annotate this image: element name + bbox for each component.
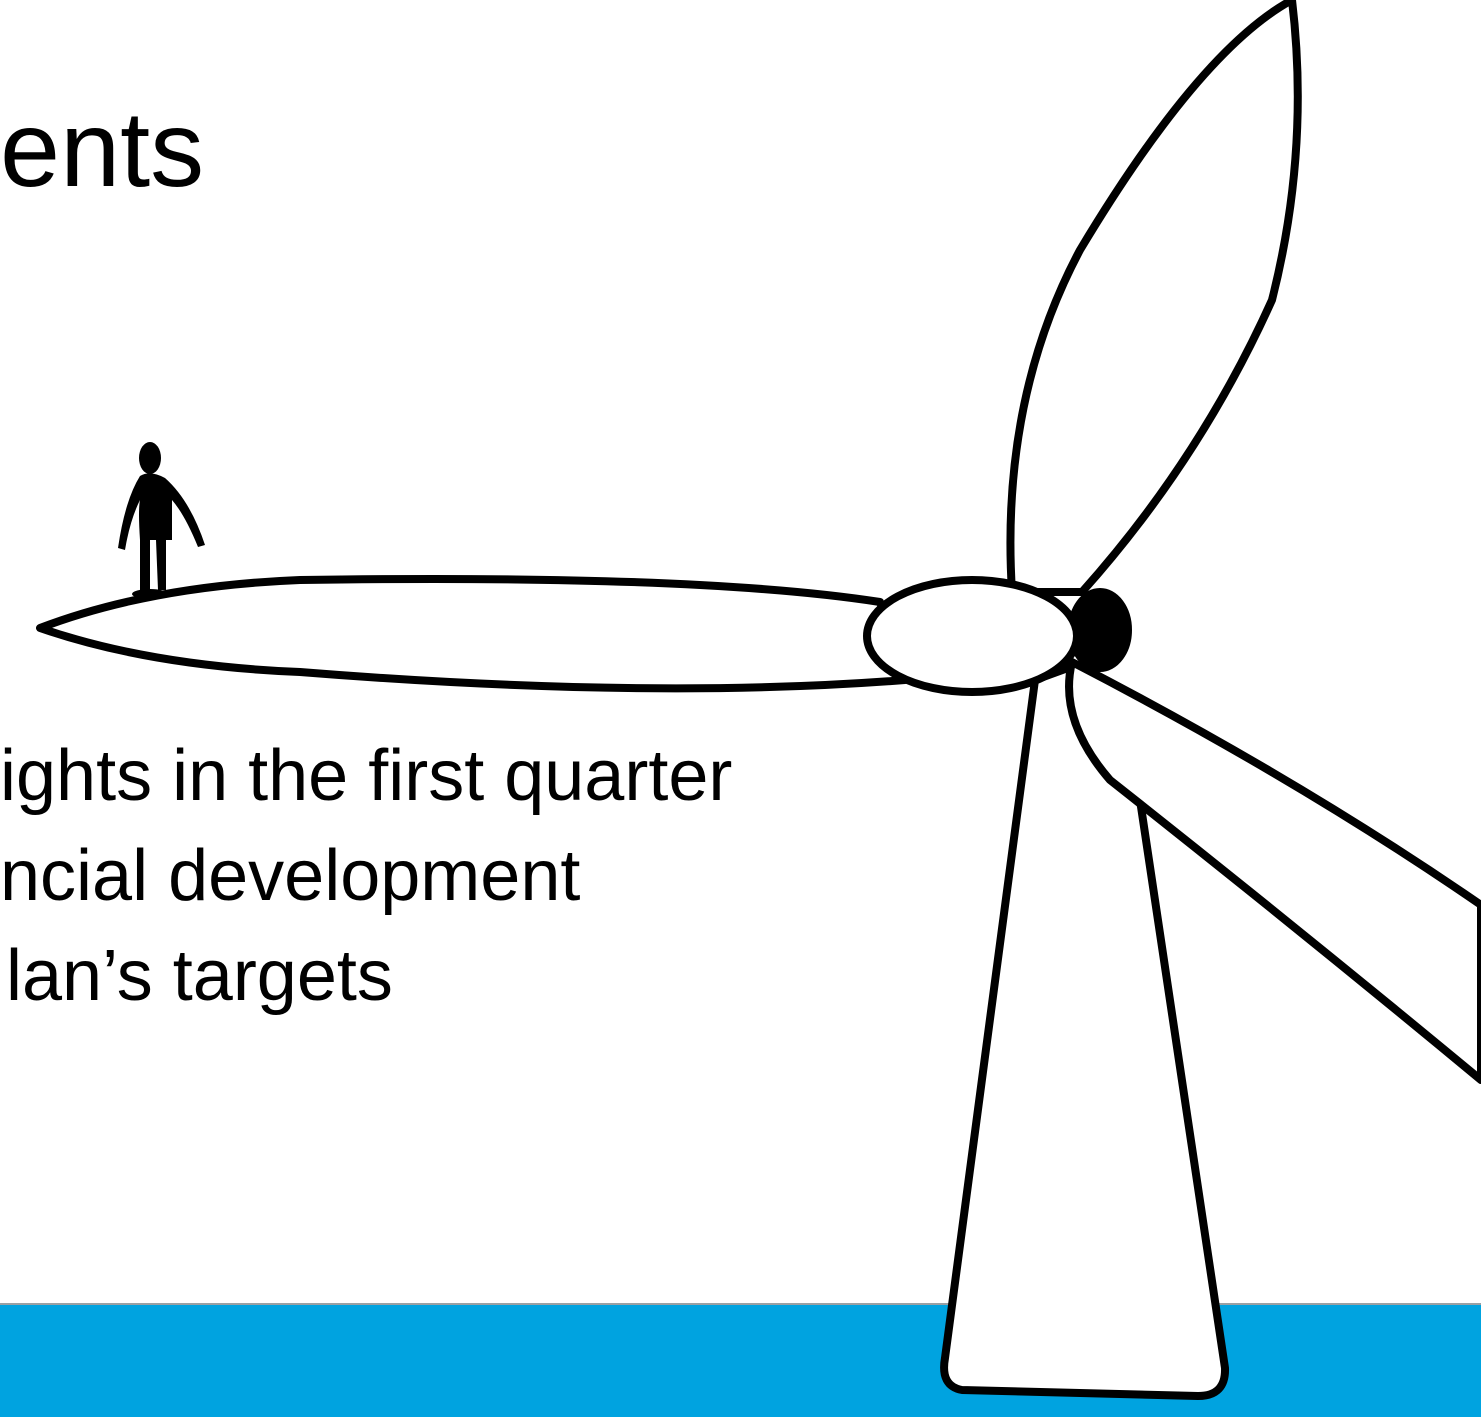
title: ents (0, 88, 205, 209)
tower (940, 664, 1229, 1400)
bullet: ncial development (0, 836, 581, 916)
sea-band (0, 1304, 1481, 1417)
hub (863, 576, 1081, 696)
bullet: lan’s targets (6, 936, 393, 1016)
person (118, 442, 205, 599)
blade-left (36, 574, 909, 693)
wind-turbine (36, 0, 1481, 1400)
bullet: ights in the first quarter (0, 736, 733, 816)
blade-right (1065, 658, 1481, 1084)
blade-top (1006, 0, 1302, 596)
